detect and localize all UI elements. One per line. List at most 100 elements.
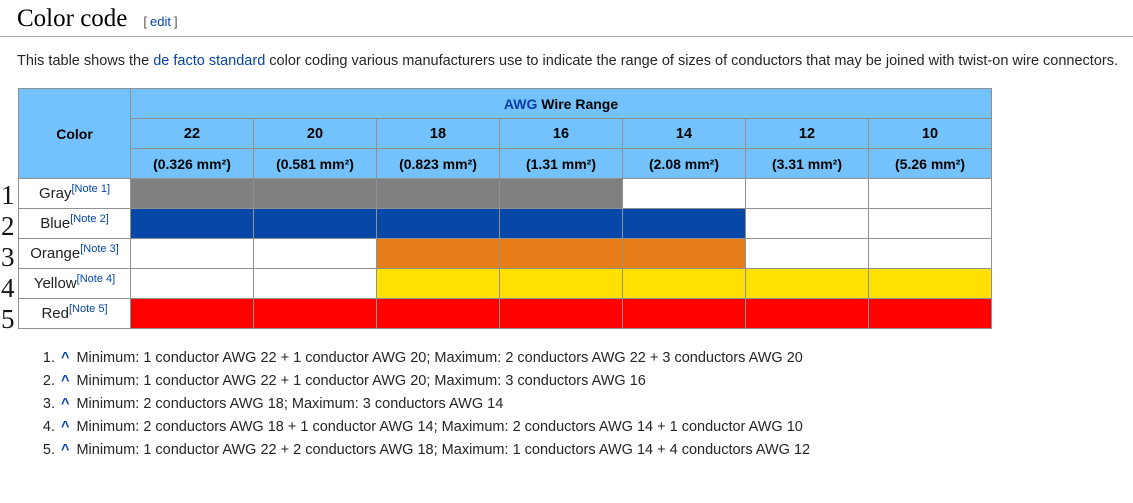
table-row-orange: Orange[Note 3] — [18, 238, 993, 269]
awg-range-header-row: Color AWG Wire Range — [18, 88, 993, 179]
col-header-18: 18 — [376, 118, 500, 149]
table-row-yellow: Yellow[Note 4] — [18, 268, 993, 299]
col-mm2-22: (0.326 mm²) — [130, 148, 254, 179]
row-number-4: 4 — [1, 273, 15, 303]
cell-yellow-22 — [130, 268, 254, 299]
row-label-red: Red[Note 5] — [18, 298, 131, 329]
row-label-blue: Blue[Note 2] — [18, 208, 131, 239]
row-number-5: 5 — [1, 304, 15, 334]
footnote-5: 5. ^ Minimum: 1 conductor AWG 22 + 2 con… — [40, 439, 1133, 462]
row-label-gray: Gray[Note 1] — [18, 178, 131, 209]
col-mm2-14: (2.08 mm²) — [622, 148, 746, 179]
footnote-3: 3. ^ Minimum: 2 conductors AWG 18; Maxim… — [40, 393, 1133, 416]
cell-blue-22 — [130, 208, 254, 239]
note-2-ref[interactable]: [Note 2] — [70, 213, 109, 225]
col-mm2-16: (1.31 mm²) — [499, 148, 623, 179]
footnote-list: 1. ^ Minimum: 1 conductor AWG 22 + 1 con… — [0, 347, 1133, 462]
footnote-number: 4. — [42, 419, 55, 435]
table-row-red: Red[Note 5] — [18, 298, 993, 329]
intro-text-after: color coding various manufacturers use t… — [265, 53, 1118, 69]
mm2-header-row: (0.326 mm²) (0.581 mm²) (0.823 mm²) (1.3… — [19, 148, 993, 179]
intro-text-before: This table shows the — [17, 53, 154, 69]
col-mm2-12: (3.31 mm²) — [745, 148, 869, 179]
cell-blue-14 — [622, 208, 746, 239]
table-row-gray: Gray[Note 1] — [18, 178, 993, 209]
edit-bracket-open: [ — [143, 14, 148, 29]
footnote-number: 2. — [42, 373, 55, 389]
cell-gray-10 — [867, 178, 993, 209]
awg-wire-range-header: AWG Wire Range — [129, 88, 993, 119]
footnote-number: 3. — [42, 396, 55, 412]
col-header-20: 20 — [253, 118, 377, 149]
col-header-22: 22 — [130, 118, 254, 149]
footnote-backlink-icon[interactable]: ^ — [61, 396, 70, 412]
cell-yellow-14 — [622, 268, 746, 299]
cell-red-22 — [130, 298, 254, 329]
col-header-10: 10 — [867, 118, 993, 149]
footnote-backlink-icon[interactable]: ^ — [61, 373, 70, 389]
cell-red-12 — [745, 298, 869, 329]
awg-link[interactable]: AWG — [503, 95, 538, 112]
cell-yellow-18 — [376, 268, 500, 299]
cell-red-10 — [867, 298, 993, 329]
cell-orange-10 — [867, 238, 993, 269]
col-mm2-20: (0.581 mm²) — [253, 148, 377, 179]
footnote-text: Minimum: 1 conductor AWG 22 + 1 conducto… — [76, 350, 803, 366]
color-column-header: Color — [18, 88, 131, 179]
footnote-text: Minimum: 1 conductor AWG 22 + 1 conducto… — [76, 373, 646, 389]
footnote-backlink-icon[interactable]: ^ — [61, 350, 70, 366]
footnote-4: 4. ^ Minimum: 2 conductors AWG 18 + 1 co… — [40, 416, 1133, 439]
color-code-table-wrap: 1 2 3 4 5 Color AWG Wire Range 22 20 18 … — [0, 88, 1133, 334]
cell-red-16 — [499, 298, 623, 329]
color-code-table: Color AWG Wire Range 22 20 18 16 14 12 1… — [18, 88, 993, 329]
page-title: Color code — [17, 5, 128, 32]
cell-yellow-20 — [253, 268, 377, 299]
row-number-3: 3 — [1, 242, 15, 272]
footnote-backlink-icon[interactable]: ^ — [61, 419, 70, 435]
col-mm2-10: (5.26 mm²) — [867, 148, 993, 179]
col-header-14: 14 — [622, 118, 746, 149]
footnote-number: 5. — [42, 442, 55, 458]
cell-yellow-10 — [867, 268, 993, 299]
intro-paragraph: This table shows the de facto standard c… — [0, 50, 1125, 73]
cell-orange-22 — [130, 238, 254, 269]
footnote-text: Minimum: 1 conductor AWG 22 + 2 conducto… — [76, 442, 811, 458]
footnote-text: Minimum: 2 conductors AWG 18 + 1 conduct… — [76, 419, 803, 435]
note-4-ref[interactable]: [Note 4] — [76, 273, 116, 285]
cell-red-14 — [622, 298, 746, 329]
note-3-ref[interactable]: [Note 3] — [80, 243, 119, 255]
de-facto-standard-link[interactable]: de facto standard — [153, 53, 266, 69]
cell-blue-10 — [867, 208, 993, 239]
row-number-2: 2 — [1, 211, 15, 241]
row-label-yellow: Yellow[Note 4] — [18, 268, 131, 299]
col-mm2-18: (0.823 mm²) — [376, 148, 500, 179]
cell-gray-14 — [622, 178, 746, 209]
footnote-2: 2. ^ Minimum: 1 conductor AWG 22 + 1 con… — [40, 370, 1133, 393]
col-header-12: 12 — [745, 118, 869, 149]
section-heading: Color code [edit] — [0, 0, 1133, 37]
cell-orange-12 — [745, 238, 869, 269]
note-5-ref[interactable]: [Note 5] — [69, 303, 108, 315]
note-1-ref[interactable]: [Note 1] — [71, 183, 111, 195]
cell-yellow-12 — [745, 268, 869, 299]
gauge-header-row: 22 20 18 16 14 12 10 — [19, 118, 993, 149]
edit-link[interactable]: edit — [150, 14, 171, 29]
cell-orange-14 — [622, 238, 746, 269]
footnote-number: 1. — [42, 350, 55, 366]
cell-gray-12 — [745, 178, 869, 209]
edit-section: [edit] — [143, 14, 177, 29]
row-number-1: 1 — [1, 180, 15, 210]
footnote-1: 1. ^ Minimum: 1 conductor AWG 22 + 1 con… — [40, 347, 1133, 370]
cell-gray-22 — [130, 178, 254, 209]
cell-orange-16 — [499, 238, 623, 269]
cell-yellow-16 — [499, 268, 623, 299]
wire-range-label: Wire Range — [537, 95, 619, 112]
cell-blue-16 — [499, 208, 623, 239]
cell-orange-18 — [376, 238, 500, 269]
footnote-backlink-icon[interactable]: ^ — [61, 442, 70, 458]
cell-blue-18 — [376, 208, 500, 239]
footnote-text: Minimum: 2 conductors AWG 18; Maximum: 3… — [76, 396, 504, 412]
col-header-16: 16 — [499, 118, 623, 149]
cell-red-20 — [253, 298, 377, 329]
cell-blue-20 — [253, 208, 377, 239]
